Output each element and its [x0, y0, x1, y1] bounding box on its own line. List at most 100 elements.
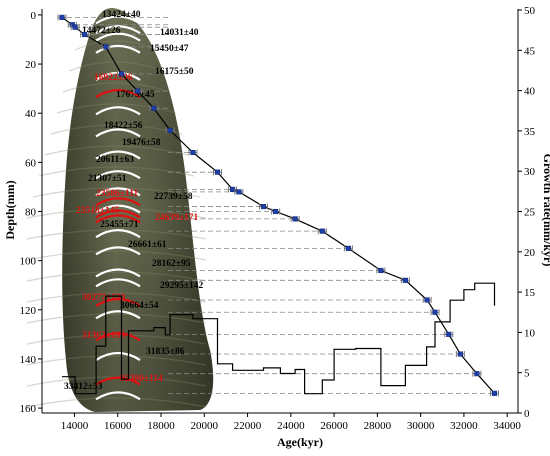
right-tick-label: 20 [524, 247, 536, 259]
sample-arc [95, 150, 141, 160]
growth-band [26, 250, 207, 261]
sample-arc [95, 229, 141, 239]
left-tick-label: 160 [20, 403, 37, 415]
age-label: 30664±54 [120, 301, 159, 311]
age-labels: 13424±40 14472±26 14031±40 15450±47 16922±96… [64, 10, 203, 392]
bottom-tick-label: 28000 [364, 420, 392, 432]
age-label: 26661±61 [128, 240, 167, 250]
right-tick-label: 40 [524, 86, 536, 98]
age-point [190, 149, 196, 156]
age-point [378, 267, 384, 274]
left-tick-label: 120 [20, 305, 37, 317]
sample-arc [95, 332, 141, 342]
age-label: 17673±45 [116, 90, 155, 100]
right-tick-label: 0 [524, 408, 530, 420]
age-point [292, 216, 298, 222]
age-point [135, 88, 141, 94]
sample-arc [95, 351, 141, 361]
age-label: 16922±96 [94, 73, 133, 83]
bottom-tick-label: 24000 [277, 420, 305, 432]
age-point [72, 24, 78, 30]
left-tick-label: 80 [25, 207, 37, 219]
age-point [118, 71, 125, 77]
sample-arc [95, 128, 141, 138]
age-point [59, 14, 65, 20]
age-label: 14472±26 [82, 26, 121, 36]
sample-arc [95, 25, 141, 35]
bottom-tick-label: 20000 [191, 420, 219, 432]
sample-arc [95, 88, 141, 99]
right-tick-label: 15 [524, 287, 536, 299]
growth-band [56, 103, 177, 114]
age-label: 23518±145 [76, 206, 119, 216]
age-point [82, 32, 88, 38]
growth-band [26, 271, 207, 282]
growth-band [26, 208, 207, 219]
bottom-tick-label: 32000 [450, 420, 478, 432]
age-point [402, 277, 408, 283]
age-label: 31362±199 [82, 331, 125, 341]
sample-arc [95, 32, 141, 42]
growth-rate-series [62, 282, 496, 395]
age-point [446, 331, 452, 337]
age-label: 14031±40 [160, 28, 199, 38]
right-tick-label: 5 [524, 368, 530, 380]
age-label: 15450±47 [150, 44, 189, 54]
sample-arc [95, 391, 141, 401]
right-tick-label: 30 [524, 166, 536, 178]
age-label: 28162±95 [152, 259, 191, 269]
age-label: 29295±142 [160, 281, 203, 291]
growth-band [26, 313, 207, 324]
age-point [474, 371, 480, 377]
age-point [230, 186, 236, 192]
age-point [491, 390, 498, 396]
age-point [214, 169, 221, 175]
bottom-tick-label: 18000 [147, 420, 175, 432]
left-tick-label: 140 [20, 354, 37, 366]
growth-rate-line [62, 282, 496, 395]
right-tick-label: 50 [524, 5, 536, 17]
left-axis-title: Depth(mm) [3, 180, 17, 239]
age-point [432, 309, 438, 315]
age-label: 13424±40 [102, 10, 141, 20]
right-tick-label: 10 [524, 327, 536, 339]
growth-band [26, 397, 207, 408]
growth-band [68, 61, 165, 72]
age-point [236, 189, 242, 195]
age-point [151, 105, 157, 111]
bottom-tick-label: 34000 [493, 420, 521, 432]
left-tick-label: 40 [25, 108, 37, 120]
growth-band [38, 166, 195, 177]
sample-arc [95, 376, 141, 386]
age-label: 19476±58 [122, 138, 161, 148]
bottom-axis-ticks: 14000 16000 18000 20000 22000 24000 26000 28000… [61, 413, 521, 432]
x-axis-title: Age(kyr) [277, 435, 323, 449]
sample-arc [95, 278, 141, 288]
left-tick-label: 20 [25, 59, 37, 71]
left-tick-label: 60 [25, 157, 37, 169]
age-point [260, 204, 267, 210]
sample-arc [95, 246, 141, 256]
age-label: 23586±111 [96, 189, 138, 199]
age-point [457, 351, 463, 357]
growth-band [26, 355, 207, 366]
age-label: 24639±171 [155, 213, 198, 223]
age-point [319, 228, 325, 234]
right-axis-title: Growth rate(mm/kyr) [541, 154, 550, 267]
age-label: 25455±71 [100, 220, 139, 230]
sample-arc [95, 106, 141, 116]
bottom-tick-label: 30000 [407, 420, 435, 432]
right-tick-label: 45 [524, 45, 536, 57]
age-label: 22739±58 [154, 192, 193, 202]
sample-arc [95, 170, 141, 180]
age-depth-series [57, 14, 499, 397]
sample-arc [95, 187, 141, 197]
age-point [103, 44, 109, 50]
sample-arc [95, 15, 141, 25]
sample-arc [95, 44, 141, 54]
sample-arc [95, 204, 141, 214]
left-tick-label: 0 [31, 10, 37, 22]
right-axis-ticks: 0 5 10 15 20 25 30 35 40 45 50 [518, 5, 536, 420]
bottom-tick-label: 22000 [234, 420, 262, 432]
